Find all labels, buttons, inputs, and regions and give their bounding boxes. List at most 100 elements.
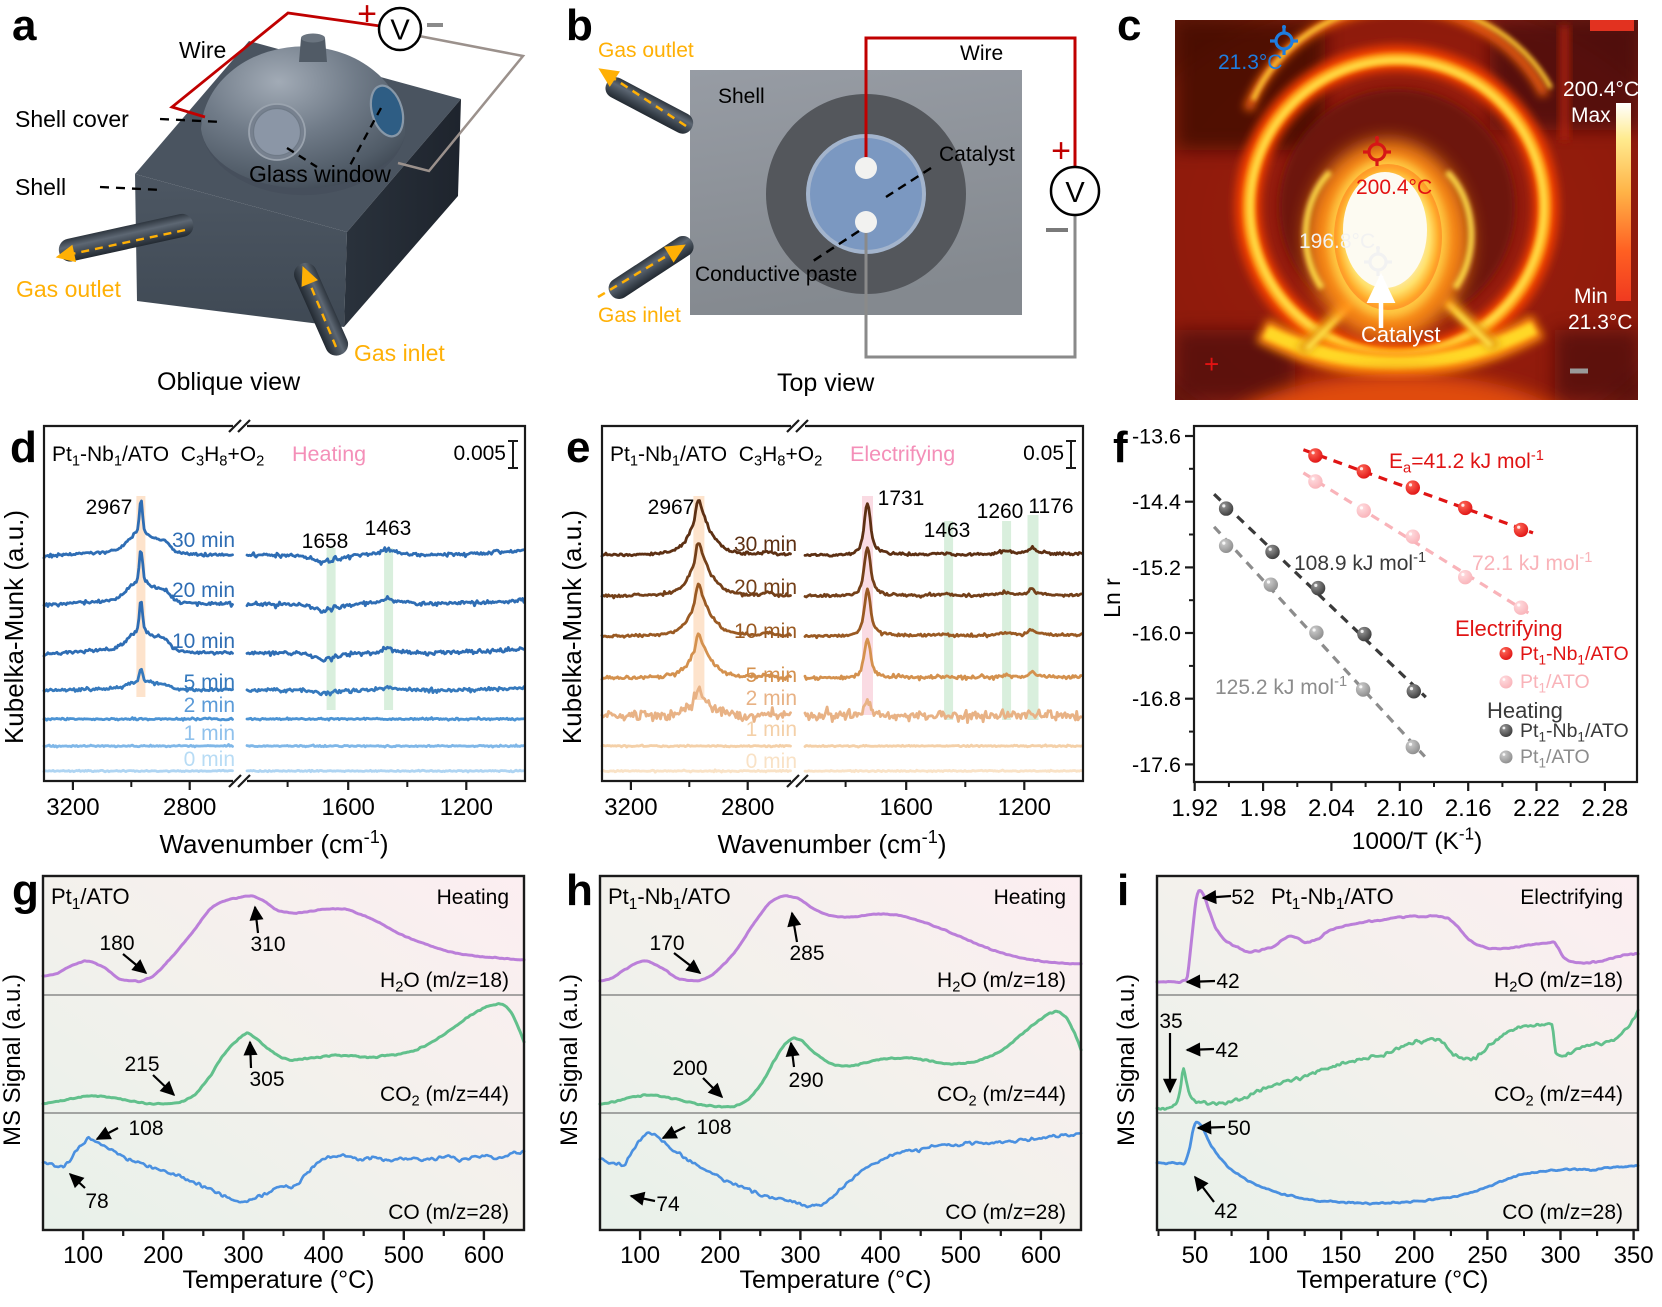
svg-text:Electrifying: Electrifying [1520, 886, 1623, 909]
svg-text:10 min: 10 min [172, 630, 235, 653]
svg-text:CO (m/z=28): CO (m/z=28) [1502, 1201, 1623, 1224]
svg-text:30 min: 30 min [734, 533, 797, 556]
svg-text:3200: 3200 [604, 794, 657, 821]
svg-text:Shell: Shell [15, 174, 66, 200]
svg-text:+: + [1051, 132, 1071, 170]
svg-text:5 min: 5 min [746, 664, 797, 687]
svg-text:Wavenumber (cm-1​): Wavenumber (cm-1​) [717, 827, 946, 859]
svg-text:74: 74 [656, 1193, 680, 1216]
svg-text:Pt1​-Nb1​/ATO C3​H8​+O2​: Pt1​-Nb1​/ATO C3​H8​+O2​ [610, 443, 822, 470]
svg-text:MS Signal (a.u.): MS Signal (a.u.) [0, 974, 26, 1146]
svg-text:Heating: Heating [994, 886, 1066, 909]
svg-text:Conductive paste: Conductive paste [695, 263, 857, 286]
svg-text:0 min: 0 min [746, 750, 797, 773]
svg-text:290: 290 [788, 1069, 823, 1092]
svg-text:52: 52 [1231, 886, 1254, 909]
svg-text:H2​O (m/z=18): H2​O (m/z=18) [380, 969, 509, 996]
svg-text:1463: 1463 [924, 519, 971, 542]
svg-text:Shell: Shell [718, 85, 765, 108]
svg-text:35: 35 [1159, 1010, 1182, 1033]
svg-text:CO (m/z=28): CO (m/z=28) [388, 1201, 509, 1224]
svg-text:Catalyst: Catalyst [1361, 322, 1440, 347]
svg-text:V: V [1065, 177, 1085, 209]
svg-text:Top view: Top view [777, 369, 875, 397]
svg-text:2967: 2967 [86, 496, 133, 519]
svg-text:g: g [12, 866, 39, 915]
svg-text:Temperature (°C): Temperature (°C) [183, 1266, 375, 1294]
svg-text:500: 500 [384, 1242, 424, 1269]
svg-text:CO2​ (m/z=44): CO2​ (m/z=44) [1494, 1083, 1623, 1110]
svg-text:CO2​ (m/z=44): CO2​ (m/z=44) [380, 1083, 509, 1110]
svg-text:100: 100 [620, 1242, 660, 1269]
svg-text:100: 100 [1248, 1242, 1288, 1269]
svg-text:0.005: 0.005 [453, 442, 506, 465]
svg-text:72.1 kJ mol-1​: 72.1 kJ mol-1​ [1472, 550, 1592, 575]
svg-text:a: a [12, 1, 37, 50]
svg-text:1600: 1600 [322, 794, 375, 821]
svg-text:100: 100 [63, 1242, 103, 1269]
svg-text:Gas inlet: Gas inlet [354, 340, 445, 366]
svg-text:2.04: 2.04 [1308, 795, 1355, 822]
svg-text:2.22: 2.22 [1513, 795, 1560, 822]
svg-text:Electrifying: Electrifying [850, 442, 955, 466]
svg-text:2 min: 2 min [184, 694, 235, 717]
svg-text:Pt1​/ATO: Pt1​/ATO [1520, 671, 1590, 695]
svg-text:1.92: 1.92 [1171, 795, 1218, 822]
svg-text:H2​O (m/z=18): H2​O (m/z=18) [937, 969, 1066, 996]
svg-text:CO (m/z=28): CO (m/z=28) [945, 1201, 1066, 1224]
svg-text:Pt1​-Nb1​/ATO: Pt1​-Nb1​/ATO [608, 884, 731, 913]
svg-text:+: + [1204, 349, 1219, 379]
svg-text:c: c [1117, 1, 1141, 50]
svg-text:50: 50 [1227, 1117, 1250, 1140]
svg-text:200.4°C: 200.4°C [1563, 78, 1639, 101]
svg-text:196.8°C: 196.8°C [1299, 230, 1375, 253]
svg-text:215: 215 [124, 1053, 159, 1076]
svg-text:Pt1​-Nb1​/ATO C3​H8​+O2​: Pt1​-Nb1​/ATO C3​H8​+O2​ [52, 443, 264, 470]
svg-text:42: 42 [1214, 1200, 1237, 1223]
svg-text:Kubelka-Munk (a.u.): Kubelka-Munk (a.u.) [557, 510, 587, 744]
svg-text:1200: 1200 [440, 794, 493, 821]
svg-text:300: 300 [223, 1242, 263, 1269]
svg-text:V: V [390, 15, 410, 47]
svg-text:200: 200 [672, 1057, 707, 1080]
svg-text:b: b [566, 1, 593, 50]
svg-text:Temperature (°C): Temperature (°C) [740, 1266, 932, 1294]
svg-text:2.28: 2.28 [1582, 795, 1629, 822]
svg-text:MS Signal (a.u.): MS Signal (a.u.) [556, 974, 583, 1146]
svg-text:305: 305 [249, 1068, 284, 1091]
svg-text:Catalyst: Catalyst [939, 143, 1015, 166]
svg-text:Pt1​-Nb1​/ATO: Pt1​-Nb1​/ATO [1520, 720, 1629, 744]
svg-text:-16.0: -16.0 [1132, 622, 1181, 646]
svg-text:1600: 1600 [880, 794, 933, 821]
svg-text:Glass window: Glass window [249, 161, 391, 187]
svg-text:0.05: 0.05 [1023, 442, 1064, 465]
svg-text:Temperature (°C): Temperature (°C) [1297, 1266, 1489, 1294]
svg-text:1658: 1658 [302, 530, 349, 553]
svg-text:200: 200 [1394, 1242, 1434, 1269]
svg-text:108: 108 [696, 1116, 731, 1139]
svg-text:Electrifying: Electrifying [1455, 616, 1563, 641]
svg-text:Min: Min [1574, 285, 1608, 308]
svg-text:170: 170 [649, 932, 684, 955]
svg-text:2800: 2800 [721, 794, 774, 821]
svg-text:-16.8: -16.8 [1132, 687, 1181, 711]
svg-text:0 min: 0 min [184, 748, 235, 771]
svg-text:Oblique view: Oblique view [157, 368, 301, 396]
svg-text:-14.4: -14.4 [1132, 490, 1181, 514]
svg-text:H2​O (m/z=18): H2​O (m/z=18) [1494, 969, 1623, 996]
svg-text:50: 50 [1182, 1242, 1209, 1269]
svg-text:1731: 1731 [878, 487, 925, 510]
svg-text:Ea​=41.2 kJ mol-1​: Ea​=41.2 kJ mol-1​ [1389, 448, 1544, 477]
svg-text:250: 250 [1467, 1242, 1507, 1269]
svg-text:125.2 kJ mol-1​: 125.2 kJ mol-1​ [1215, 674, 1347, 699]
svg-text:i: i [1117, 866, 1129, 915]
svg-text:42: 42 [1216, 970, 1239, 993]
svg-text:MS Signal (a.u.): MS Signal (a.u.) [1113, 974, 1140, 1146]
svg-text:2 min: 2 min [746, 687, 797, 710]
svg-text:Gas inlet: Gas inlet [598, 304, 681, 327]
svg-text:Pt1​-Nb1​/ATO: Pt1​-Nb1​/ATO [1271, 884, 1394, 913]
svg-text:e: e [566, 423, 590, 472]
svg-text:10 min: 10 min [734, 620, 797, 643]
svg-text:1260: 1260 [977, 500, 1024, 523]
svg-text:Wire: Wire [960, 42, 1003, 65]
